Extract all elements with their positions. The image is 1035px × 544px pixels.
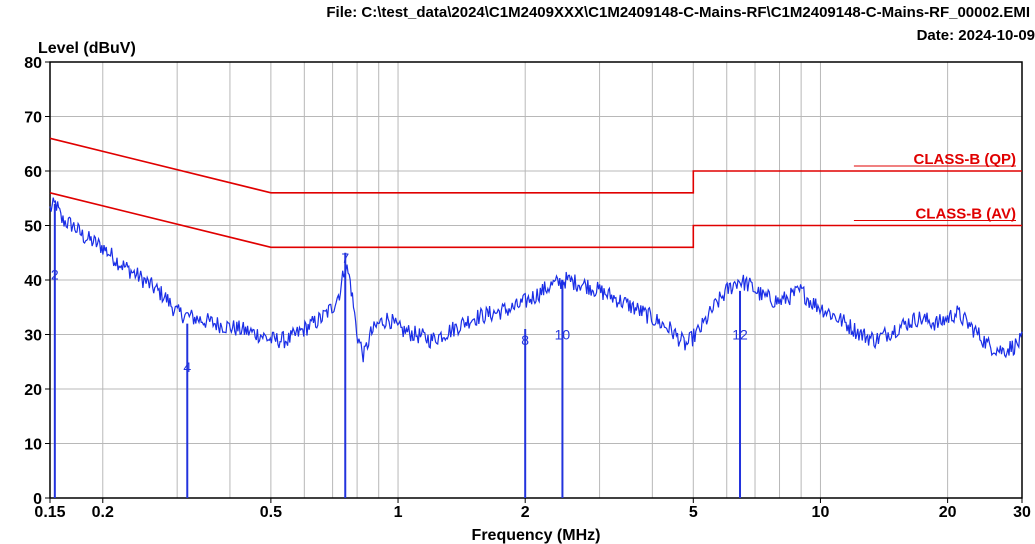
file-path-header: File: C:\test_data\2024\C1M2409XXX\C1M24… (326, 4, 1030, 21)
limit-line (49, 137, 1022, 194)
measurement-trace (49, 197, 1023, 363)
x-tick-label: 0.2 (92, 504, 114, 521)
x-axis-label: Frequency (MHz) (472, 527, 601, 544)
marker-label: 12 (732, 327, 748, 343)
marker-label: 8 (521, 332, 529, 348)
y-tick-label: 50 (24, 219, 42, 236)
marker-label: 4 (183, 359, 191, 375)
marker-label: 7 (341, 250, 349, 266)
limit-line-label: CLASS-B (AV) (915, 206, 1016, 223)
x-tick-label: 10 (812, 504, 830, 521)
y-axis-label: Level (dBuV) (38, 40, 136, 57)
y-tick-label: 70 (24, 110, 42, 127)
y-tick-label: 60 (24, 164, 42, 181)
x-tick-label: 20 (939, 504, 957, 521)
x-tick-label: 0.15 (34, 504, 65, 521)
limit-line (49, 192, 1022, 249)
limit-line-label: CLASS-B (QP) (914, 151, 1017, 168)
x-tick-label: 2 (521, 504, 530, 521)
y-tick-label: 0 (33, 491, 42, 508)
x-tick-label: 0.5 (260, 504, 282, 521)
y-tick-label: 30 (24, 328, 42, 345)
y-tick-label: 40 (24, 273, 42, 290)
y-tick-label: 20 (24, 382, 42, 399)
marker-label: 10 (555, 327, 571, 343)
x-tick-label: 30 (1013, 504, 1031, 521)
marker-label: 2 (51, 267, 59, 283)
y-tick-label: 10 (24, 437, 42, 454)
date-header: Date: 2024-10-09 (917, 27, 1035, 44)
x-tick-label: 5 (689, 504, 698, 521)
y-tick-label: 80 (24, 55, 42, 72)
x-tick-label: 1 (394, 504, 403, 521)
